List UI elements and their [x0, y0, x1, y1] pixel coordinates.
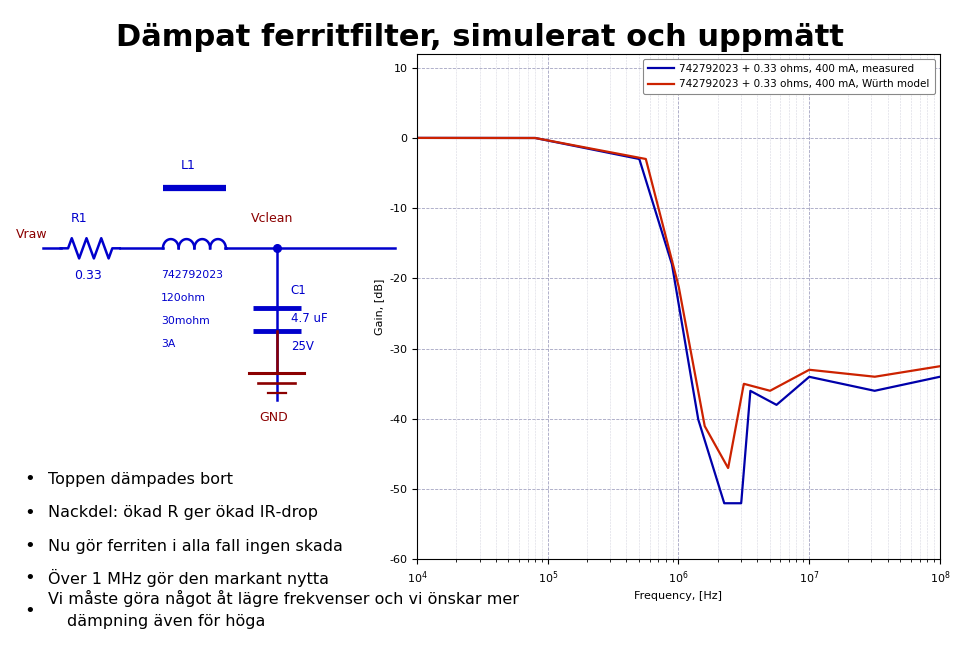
- Text: 11: 11: [471, 647, 488, 661]
- Text: C1: C1: [291, 284, 307, 297]
- 742792023 + 0.33 ohms, 400 mA, measured: [924, 375, 935, 383]
- Text: Dämpat ferritfilter, simulerat och uppmätt: Dämpat ferritfilter, simulerat och uppmä…: [115, 23, 844, 52]
- 742792023 + 0.33 ohms, 400 mA, Würth model: [924, 364, 935, 372]
- Text: L1: L1: [180, 159, 196, 172]
- Text: •: •: [24, 569, 35, 586]
- 742792023 + 0.33 ohms, 400 mA, measured: [471, 134, 482, 142]
- 742792023 + 0.33 ohms, 400 mA, measured: [934, 373, 946, 381]
- 742792023 + 0.33 ohms, 400 mA, Würth model: [722, 464, 734, 472]
- Text: Toppen dämpades bort: Toppen dämpades bort: [48, 472, 233, 486]
- Text: •: •: [24, 470, 35, 488]
- Text: Vclean: Vclean: [251, 212, 293, 225]
- Text: 4.7 uF: 4.7 uF: [291, 312, 327, 325]
- 742792023 + 0.33 ohms, 400 mA, measured: [411, 134, 423, 142]
- Text: 25V: 25V: [291, 340, 314, 352]
- Text: R1: R1: [71, 212, 87, 225]
- Text: Över 1 MHz gör den markant nytta: Över 1 MHz gör den markant nytta: [48, 569, 329, 586]
- Text: 30mohm: 30mohm: [161, 316, 210, 326]
- Text: Devices: Devices: [866, 647, 921, 661]
- Text: SP: SP: [793, 647, 815, 662]
- 742792023 + 0.33 ohms, 400 mA, Würth model: [502, 134, 513, 142]
- 742792023 + 0.33 ohms, 400 mA, measured: [635, 158, 646, 166]
- Text: GND: GND: [259, 411, 288, 424]
- Legend: 742792023 + 0.33 ohms, 400 mA, measured, 742792023 + 0.33 ohms, 400 mA, Würth mo: 742792023 + 0.33 ohms, 400 mA, measured,…: [643, 59, 935, 94]
- Text: 120ohm: 120ohm: [161, 293, 206, 304]
- 742792023 + 0.33 ohms, 400 mA, measured: [718, 499, 730, 507]
- 742792023 + 0.33 ohms, 400 mA, Würth model: [934, 362, 946, 371]
- X-axis label: Frequency, [Hz]: Frequency, [Hz]: [635, 592, 722, 602]
- 742792023 + 0.33 ohms, 400 mA, measured: [612, 151, 623, 159]
- 742792023 + 0.33 ohms, 400 mA, Würth model: [411, 134, 423, 142]
- 742792023 + 0.33 ohms, 400 mA, Würth model: [635, 154, 646, 162]
- Text: 742792023: 742792023: [161, 270, 223, 280]
- Y-axis label: Gain, [dB]: Gain, [dB]: [374, 278, 384, 335]
- Text: Nackdel: ökad R ger ökad IR‑drop: Nackdel: ökad R ger ökad IR‑drop: [48, 505, 318, 520]
- 742792023 + 0.33 ohms, 400 mA, Würth model: [868, 373, 879, 381]
- Text: •: •: [24, 504, 35, 521]
- Text: Nu gör ferriten i alla fall ingen skada: Nu gör ferriten i alla fall ingen skada: [48, 539, 342, 553]
- 742792023 + 0.33 ohms, 400 mA, Würth model: [612, 149, 623, 157]
- Line: 742792023 + 0.33 ohms, 400 mA, Würth model: 742792023 + 0.33 ohms, 400 mA, Würth mod…: [417, 138, 940, 468]
- Text: 0.33: 0.33: [75, 269, 103, 283]
- 742792023 + 0.33 ohms, 400 mA, measured: [868, 387, 879, 395]
- Text: Per Magnusson: Per Magnusson: [24, 647, 125, 661]
- Text: 3A: 3A: [161, 339, 175, 349]
- Line: 742792023 + 0.33 ohms, 400 mA, measured: 742792023 + 0.33 ohms, 400 mA, measured: [417, 138, 940, 503]
- Text: Vraw: Vraw: [15, 228, 47, 241]
- Text: •: •: [24, 602, 35, 620]
- 742792023 + 0.33 ohms, 400 mA, measured: [502, 134, 513, 142]
- Text: dämpning även för höga: dämpning även för höga: [67, 614, 266, 628]
- Text: •: •: [24, 537, 35, 555]
- Text: Vi måste göra något åt lägre frekvenser och vi önskar mer: Vi måste göra något åt lägre frekvenser …: [48, 590, 519, 608]
- 742792023 + 0.33 ohms, 400 mA, Würth model: [471, 134, 482, 142]
